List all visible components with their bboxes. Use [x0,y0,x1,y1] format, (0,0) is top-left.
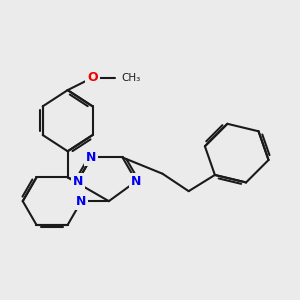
Text: CH₃: CH₃ [121,73,141,82]
Text: O: O [87,71,98,84]
Text: N: N [131,175,142,188]
Text: N: N [72,175,83,188]
Text: N: N [86,151,97,164]
Text: N: N [76,195,87,208]
